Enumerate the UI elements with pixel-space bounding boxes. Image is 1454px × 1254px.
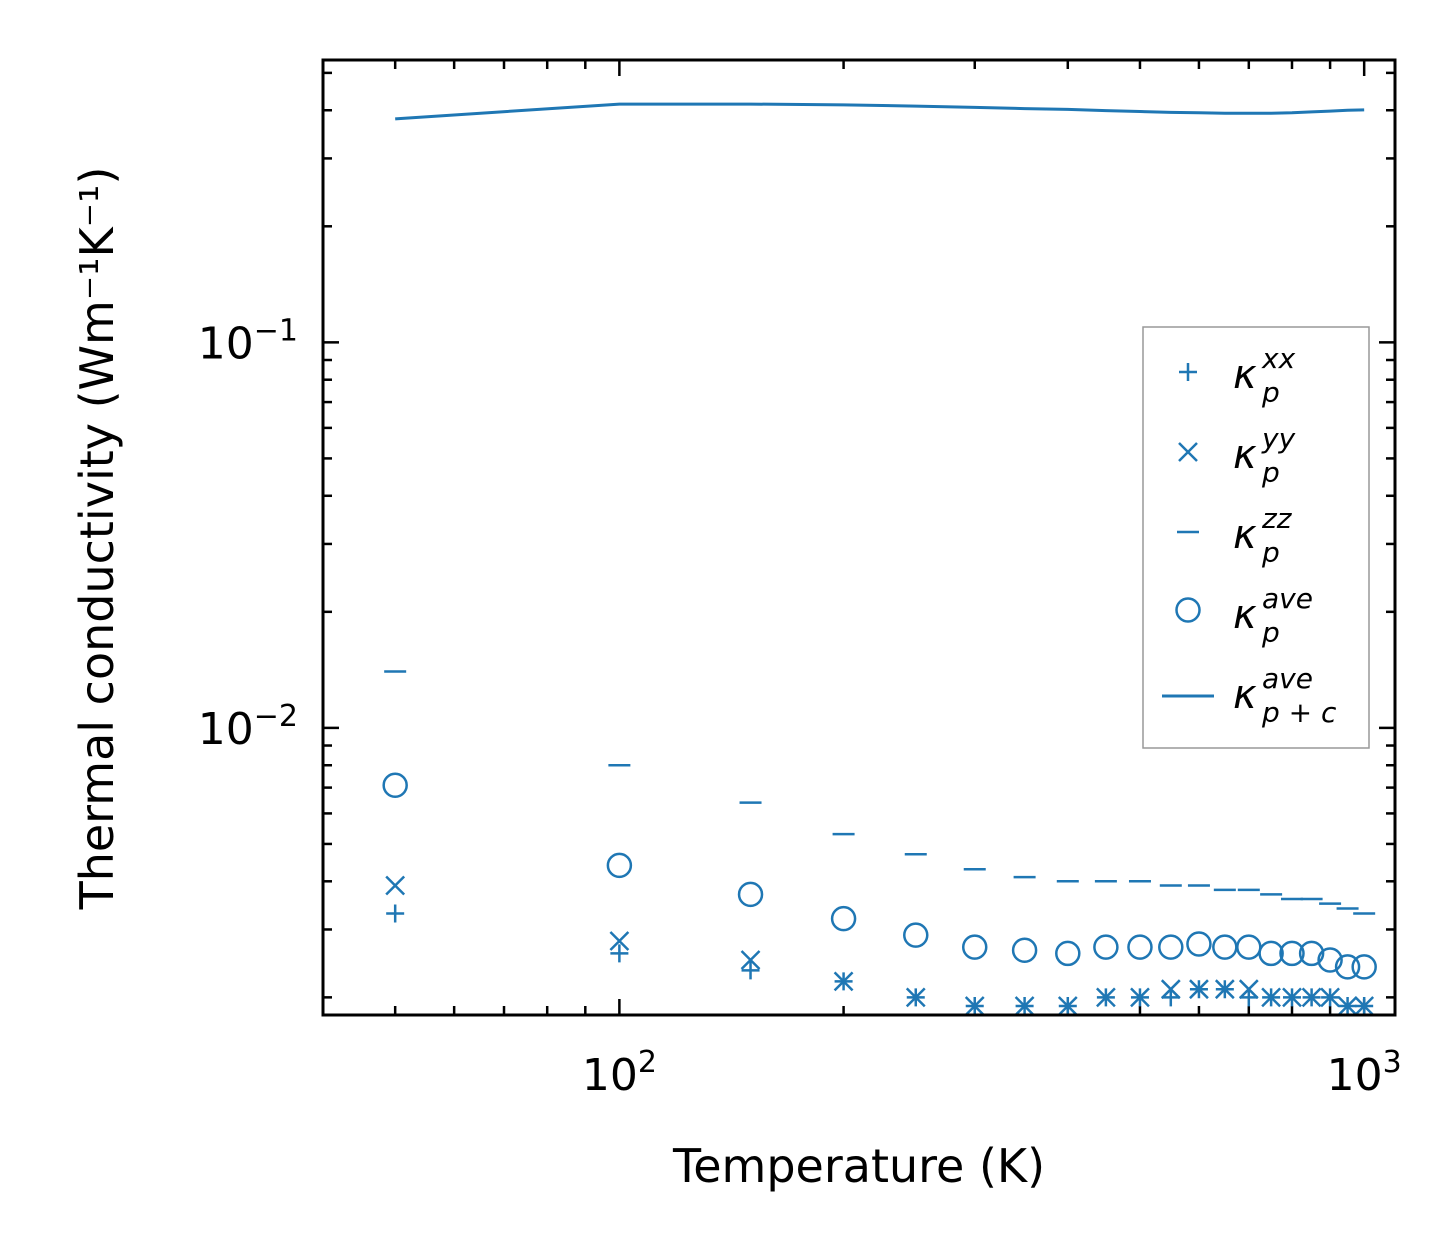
data-point-kp_yy bbox=[1320, 987, 1340, 1008]
x-tick-base: 10 bbox=[1327, 1050, 1383, 1101]
legend-label: κ xx p bbox=[1233, 342, 1296, 409]
legend-subscript: p bbox=[1261, 376, 1280, 409]
legend-item-kp_ave: κ ave p bbox=[1175, 582, 1313, 649]
data-point-kp_ave bbox=[1298, 940, 1325, 967]
data-point-kp_xx bbox=[1239, 988, 1258, 1007]
legend-item-kp_zz: κ zz p bbox=[1177, 502, 1293, 569]
legend-label: κ zz p bbox=[1233, 502, 1293, 569]
data-point-kp_yy bbox=[609, 931, 630, 951]
legend-subscript: p bbox=[1261, 536, 1280, 569]
series-line-kpc_ave bbox=[395, 102, 1365, 121]
x-tick-label: 102 bbox=[582, 1045, 657, 1101]
legend-swatch bbox=[1178, 442, 1198, 462]
data-point-kp_yy bbox=[1096, 987, 1116, 1008]
legend-symbol: κ bbox=[1233, 672, 1257, 718]
data-point-kp_yy bbox=[1189, 979, 1209, 1000]
legend-item-kp_xx: κ xx p bbox=[1179, 342, 1296, 409]
legend-symbol: κ bbox=[1233, 512, 1257, 558]
data-point-kp_yy bbox=[833, 971, 854, 992]
data-point-kp_yy bbox=[1261, 987, 1282, 1008]
legend-symbol: κ bbox=[1233, 352, 1257, 398]
data-point-kp_yy bbox=[1214, 979, 1235, 1000]
data-point-kp_ave bbox=[1158, 934, 1184, 960]
data-point-kp_yy bbox=[1337, 996, 1358, 1016]
x-tick-exponent: 3 bbox=[1383, 1045, 1402, 1080]
legend-label: κ ave p + c bbox=[1233, 662, 1337, 729]
data-point-kp_yy bbox=[1130, 987, 1150, 1008]
y-tick-base: 10 bbox=[198, 318, 254, 369]
y-axis-label: Thermal conductivity (Wm⁻¹K⁻¹) bbox=[70, 167, 124, 911]
x-tick-exponent: 2 bbox=[638, 1045, 657, 1080]
legend-superscript: yy bbox=[1261, 422, 1296, 455]
data-point-kp_ave bbox=[1011, 937, 1038, 963]
data-point-kp_ave bbox=[1317, 947, 1343, 973]
data-point-kp_ave bbox=[961, 934, 988, 960]
data-point-kp_yy bbox=[1014, 996, 1035, 1016]
legend-subscript: p bbox=[1261, 616, 1280, 649]
legend-label: κ ave p bbox=[1233, 582, 1313, 649]
y-tick-label: 10−1 bbox=[198, 313, 298, 369]
data-point-kp_ave bbox=[382, 772, 408, 798]
plot-marks bbox=[382, 102, 1377, 1016]
legend-superscript: zz bbox=[1261, 502, 1293, 535]
data-point-kp_yy bbox=[1057, 996, 1078, 1016]
data-point-kp_xx bbox=[1161, 988, 1180, 1007]
y-tick-exponent: −1 bbox=[254, 313, 298, 348]
y-tick-label: 10−2 bbox=[198, 699, 298, 755]
legend-subscript: p + c bbox=[1261, 696, 1337, 729]
data-point-kp_yy bbox=[740, 950, 761, 970]
legend-superscript: ave bbox=[1262, 582, 1313, 615]
data-point-kp_yy bbox=[964, 996, 985, 1016]
series-kp_yy bbox=[385, 875, 1375, 1016]
data-point-kp_ave bbox=[737, 881, 764, 908]
y-tick-exponent: −2 bbox=[254, 699, 298, 734]
data-point-kp_yy bbox=[1160, 979, 1181, 1000]
x-tick-label: 103 bbox=[1327, 1045, 1402, 1101]
data-point-kp_ave bbox=[606, 852, 633, 879]
series-kpc_ave bbox=[395, 102, 1365, 121]
data-point-kp_xx bbox=[741, 961, 760, 980]
legend-symbol: κ bbox=[1233, 592, 1257, 638]
x-axis-label: Temperature (K) bbox=[672, 1139, 1045, 1193]
data-point-kp_ave bbox=[1127, 934, 1153, 960]
data-point-kp_yy bbox=[1238, 979, 1259, 1000]
legend-swatch bbox=[1179, 363, 1197, 381]
data-point-kp_ave bbox=[1351, 954, 1377, 980]
data-point-kp_ave bbox=[1258, 940, 1284, 967]
data-point-kp_yy bbox=[1282, 987, 1302, 1008]
legend-superscript: ave bbox=[1262, 662, 1313, 695]
legend-item-kp_yy: κ yy p bbox=[1178, 422, 1296, 489]
data-point-kp_yy bbox=[905, 987, 926, 1008]
data-point-kp_ave bbox=[1055, 940, 1081, 967]
data-point-kp_ave bbox=[830, 905, 857, 932]
data-point-kp_ave bbox=[1279, 940, 1305, 967]
legend-swatch bbox=[1175, 597, 1201, 623]
data-point-kp_ave bbox=[1186, 931, 1212, 957]
legend-subscript: p bbox=[1261, 456, 1280, 489]
x-tick-base: 10 bbox=[582, 1050, 638, 1101]
data-point-kp_ave bbox=[1093, 934, 1119, 960]
y-tick-base: 10 bbox=[198, 704, 254, 755]
legend-label: κ yy p bbox=[1233, 422, 1296, 489]
legend-item-kpc_ave: κ ave p + c bbox=[1162, 662, 1337, 729]
series-kp_ave bbox=[382, 772, 1377, 980]
plot-frame bbox=[321, 58, 1397, 1017]
data-point-kp_yy bbox=[385, 875, 406, 896]
legend: κ xx pκ yy pκ zz pκ ave pκ ave p + c bbox=[1142, 326, 1370, 749]
legend-symbol: κ bbox=[1233, 432, 1257, 478]
data-point-kp_xx bbox=[610, 944, 629, 963]
legend-box bbox=[1142, 326, 1370, 749]
series-kp_zz bbox=[384, 670, 1376, 915]
data-point-kp_ave bbox=[1334, 954, 1361, 980]
data-point-kp_yy bbox=[1301, 987, 1322, 1008]
legend-superscript: xx bbox=[1261, 342, 1296, 375]
data-point-kp_yy bbox=[1354, 996, 1375, 1016]
data-point-kp_ave bbox=[903, 922, 929, 948]
data-point-kp_xx bbox=[386, 904, 405, 923]
